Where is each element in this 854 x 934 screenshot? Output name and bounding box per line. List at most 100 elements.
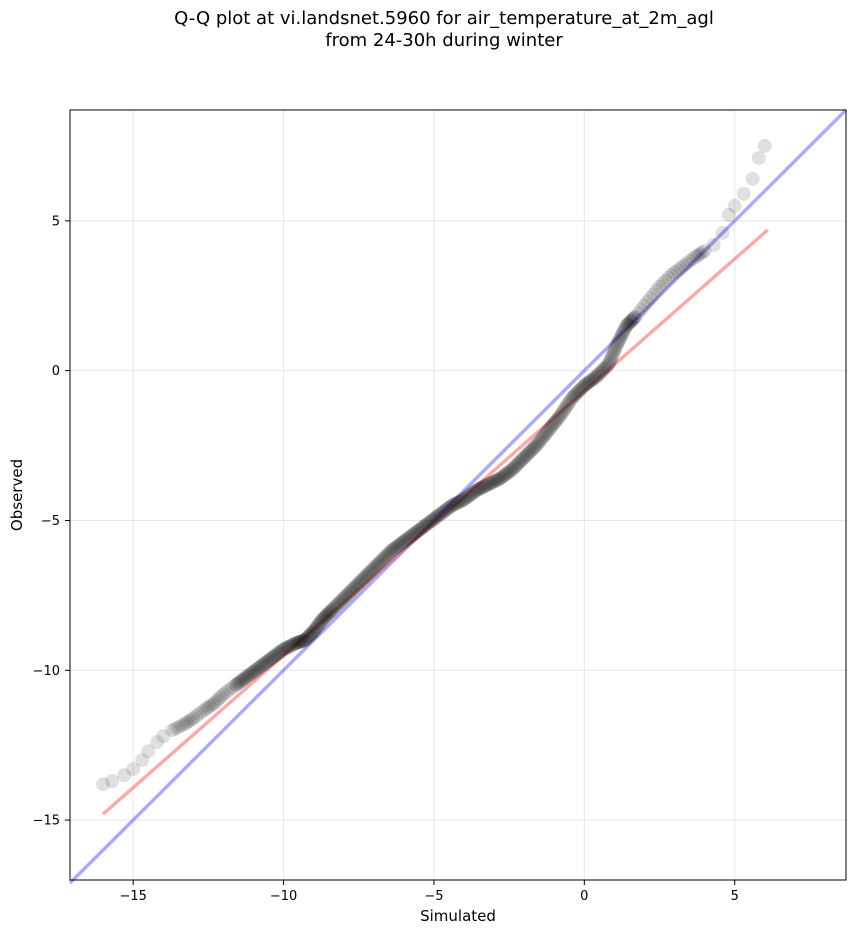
quantile-point [303, 627, 318, 642]
quantile-point [327, 600, 342, 615]
quantile-point [439, 502, 454, 517]
x-axis-label: Simulated [420, 907, 496, 925]
quantile-point [237, 671, 252, 686]
quantile-point [607, 343, 622, 358]
quantile-point [706, 237, 721, 252]
quantile-point [343, 584, 358, 599]
quantile-point [507, 459, 522, 474]
quantile-point [288, 636, 303, 651]
quantile-point [545, 418, 560, 433]
quantile-point [294, 634, 309, 649]
quantile-point [513, 454, 528, 469]
quantile-point [209, 693, 224, 708]
quantile-point [518, 449, 533, 464]
quantile-point [245, 665, 260, 680]
quantile-point [474, 480, 489, 495]
quantile-point [682, 254, 697, 269]
quantile-point [284, 638, 299, 653]
quantile-point [444, 498, 459, 513]
quantile-point [222, 682, 237, 697]
quantile-point [243, 667, 258, 682]
quantile-point [283, 638, 298, 653]
quantile-point [485, 475, 500, 490]
quantile-point [649, 283, 664, 298]
quantile-point [526, 441, 541, 456]
quantile-point [453, 494, 468, 509]
quantile-point [498, 467, 513, 482]
quantile-point [502, 464, 517, 479]
quantile-point [503, 463, 518, 478]
quantile-point [165, 723, 180, 738]
quantile-point [273, 644, 288, 659]
quantile-point [606, 346, 621, 361]
quantile-point [566, 389, 581, 404]
quantile-point [467, 484, 482, 499]
quantile-point [519, 447, 534, 462]
quantile-point [494, 470, 509, 485]
quantile-point [463, 487, 478, 502]
quantile-point [126, 762, 141, 777]
quantile-point [354, 574, 369, 589]
quantile-point [323, 604, 338, 619]
quantile-point [306, 624, 321, 639]
quantile-point [618, 320, 633, 335]
quantile-point [522, 445, 537, 460]
quantile-point [435, 505, 450, 520]
quantile-point [590, 368, 605, 383]
quantile-point [378, 550, 393, 565]
quantile-point [299, 631, 314, 646]
y-tick-label: −5 [41, 514, 60, 529]
quantile-point [547, 415, 562, 430]
quantile-point [517, 450, 532, 465]
quantile-point [292, 634, 307, 649]
quantile-point [414, 521, 429, 536]
quantile-point [352, 575, 367, 590]
quantile-point [602, 355, 617, 370]
quantile-point [664, 267, 679, 282]
quantile-point [356, 571, 371, 586]
quantile-point [581, 375, 596, 390]
quantile-point [291, 635, 306, 650]
quantile-point [579, 376, 594, 391]
reference-lines [68, 108, 848, 885]
quantile-point [608, 341, 623, 356]
quantile-point [339, 588, 354, 603]
quantile-point [360, 567, 375, 582]
quantile-point [567, 387, 582, 402]
quantile-point [214, 689, 229, 704]
quantile-point [117, 768, 132, 783]
quantile-point [335, 592, 350, 607]
quantile-point [531, 435, 546, 450]
quantile-point [593, 365, 608, 380]
identity-line [68, 108, 848, 885]
quantile-point [521, 446, 536, 461]
quantile-point [276, 642, 291, 657]
quantile-point [386, 542, 401, 557]
quantile-point [562, 394, 577, 409]
quantile-point [546, 416, 561, 431]
quantile-point [553, 408, 568, 423]
quantile-point [168, 721, 183, 736]
quantile-point [415, 520, 430, 535]
quantile-point [410, 524, 425, 539]
quantile-point [318, 609, 333, 624]
quantile-point [473, 481, 488, 496]
quantile-point [640, 294, 655, 309]
quantile-point [302, 628, 317, 643]
quantile-point [198, 702, 213, 717]
quantile-point [436, 504, 451, 519]
quantile-point [336, 591, 351, 606]
x-tick-label: 5 [731, 889, 739, 904]
y-tick-label: −15 [33, 814, 60, 829]
quantile-point [261, 653, 276, 668]
quantile-point [676, 258, 691, 273]
quantile-point [408, 525, 423, 540]
y-axis-label: Observed [8, 459, 26, 531]
quantile-point [334, 594, 349, 609]
quantile-point [575, 379, 590, 394]
quantile-point [515, 451, 530, 466]
quantile-point [382, 546, 397, 561]
quantile-point [416, 519, 431, 534]
quantile-point [309, 620, 324, 635]
quantile-point [424, 513, 439, 528]
